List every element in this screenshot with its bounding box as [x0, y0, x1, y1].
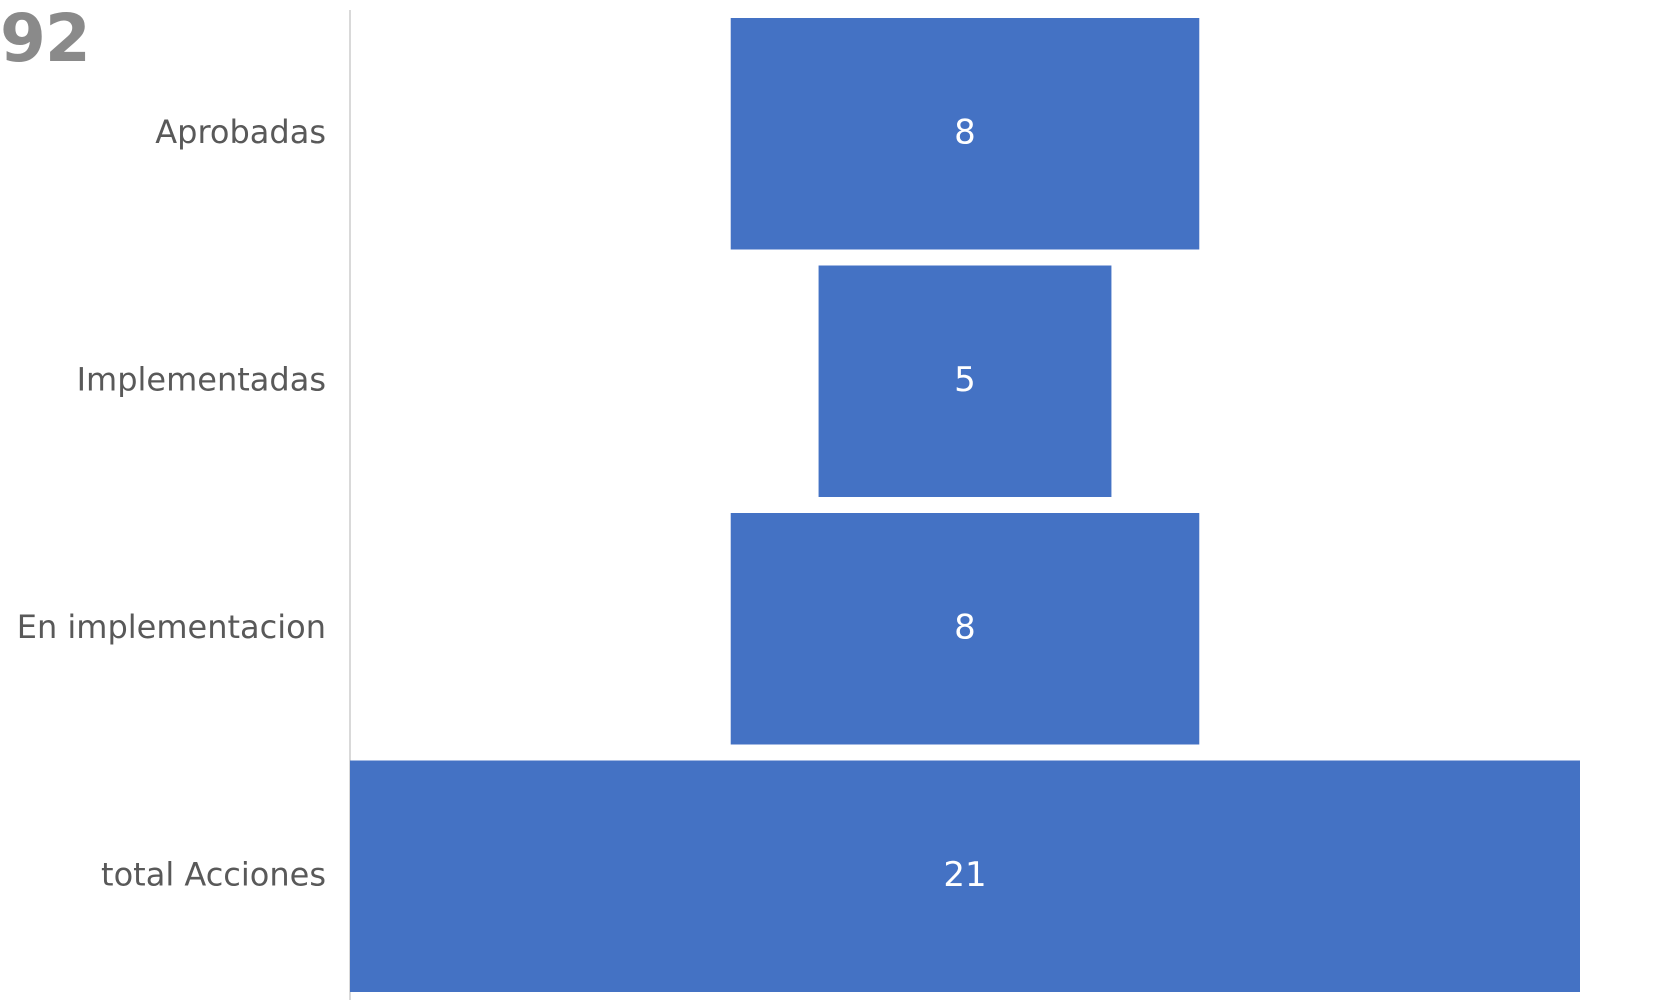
- value-label: 21: [943, 855, 986, 895]
- category-label: Aprobadas: [155, 113, 326, 151]
- funnel-bar: [730, 513, 1200, 745]
- funnel-bar: [818, 265, 1112, 497]
- category-label: total Acciones: [101, 855, 326, 893]
- value-label: 8: [954, 607, 976, 647]
- funnel-bar: [730, 18, 1200, 250]
- value-label: 8: [954, 112, 976, 152]
- category-label: En implementacion: [17, 608, 326, 646]
- value-label: 5: [954, 360, 976, 400]
- value-labels: 8 5 8 21: [943, 112, 986, 895]
- category-labels: Aprobadas Implementadas En implementacion t…: [17, 113, 326, 894]
- funnel-bar: [350, 760, 1580, 992]
- corner-number: 92: [0, 0, 91, 77]
- category-label: Implementadas: [77, 360, 326, 398]
- funnel-bars: [350, 18, 1580, 992]
